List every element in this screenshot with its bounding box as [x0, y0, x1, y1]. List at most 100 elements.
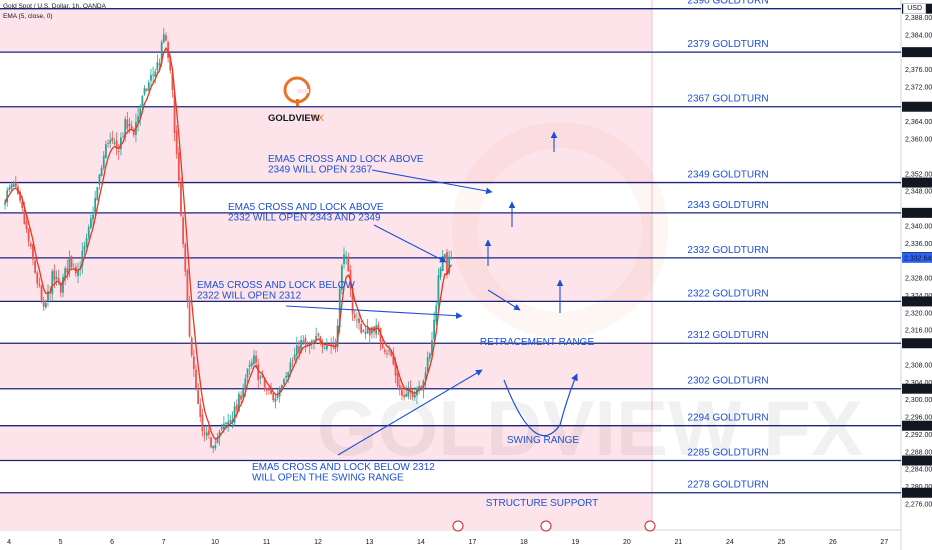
annotation-text: 2349 WILL OPEN 2367 — [268, 165, 373, 176]
currency-badge[interactable]: USD — [903, 3, 926, 14]
swing-range-label: SWING RANGE — [507, 435, 580, 446]
candle — [362, 329, 365, 333]
candle — [182, 214, 185, 248]
candle-body — [141, 96, 144, 108]
x-tick-label: 10 — [211, 539, 219, 546]
logo-g-stem — [296, 99, 299, 106]
candle — [19, 189, 21, 204]
candle — [220, 423, 223, 432]
candle-body — [250, 362, 253, 366]
candle — [14, 175, 17, 188]
candle-body — [175, 130, 178, 154]
candle-body — [381, 344, 384, 349]
x-tick-label: 5 — [59, 539, 63, 546]
x-tick-label: 17 — [469, 539, 477, 546]
price-tag-bg — [902, 207, 932, 218]
candle-body — [197, 390, 200, 405]
y-tick-label: 2,304.000 — [905, 380, 932, 387]
candle — [109, 132, 112, 149]
candle-body — [156, 62, 159, 71]
candle — [107, 139, 109, 148]
economic-event-marker — [644, 520, 656, 532]
candle-body — [115, 140, 118, 149]
candle — [214, 437, 217, 451]
candle — [225, 421, 227, 427]
candle-body — [216, 437, 219, 444]
candle — [386, 349, 388, 358]
candle-body — [441, 256, 444, 271]
candle-body — [295, 345, 298, 356]
candle-body — [358, 318, 360, 324]
y-tick-label: 2,348.000 — [905, 189, 932, 196]
candle-body — [53, 270, 56, 281]
annotation-text: EMA5 CROSS AND LOCK BELOW — [197, 280, 355, 291]
candle — [439, 266, 442, 281]
candle-body — [96, 186, 99, 200]
candle — [347, 252, 350, 272]
candle — [259, 374, 262, 385]
candle — [364, 326, 367, 340]
candle-body — [126, 119, 129, 129]
candle — [42, 296, 45, 312]
swing-curve-arrow — [503, 373, 578, 437]
candle-body — [124, 119, 127, 138]
candle-body — [386, 353, 388, 354]
candle-body — [235, 404, 238, 410]
candle-body — [446, 251, 448, 275]
price-tag-label: 2,302.522 — [904, 386, 932, 393]
pink-zone-3 — [0, 343, 652, 389]
candle — [302, 335, 305, 345]
candle — [197, 383, 200, 405]
candle-body — [14, 182, 17, 188]
y-tick-label: 2,336.000 — [905, 241, 932, 248]
x-tick-label: 13 — [366, 539, 374, 546]
level-label: 2312 GOLDTURN — [687, 330, 768, 341]
candle-body — [315, 335, 318, 341]
pink-zone-2 — [0, 212, 652, 302]
candle — [77, 262, 79, 284]
candle — [345, 250, 348, 265]
candle-body — [263, 377, 266, 388]
candle — [29, 241, 32, 249]
retracement-range-label: RETRACEMENT RANGE — [480, 337, 595, 348]
price-tag-label: 2,349.980 — [904, 180, 932, 187]
candle-body — [44, 302, 47, 308]
candle — [34, 258, 37, 275]
candle-body — [413, 394, 416, 398]
candle — [38, 277, 41, 288]
candle — [83, 241, 86, 256]
x-tick-label: 27 — [880, 539, 888, 546]
logo-g-gap — [297, 89, 309, 93]
candle — [173, 90, 176, 142]
candle — [418, 380, 421, 395]
annotation-text: EMA5 CROSS AND LOCK BELOW 2312 — [252, 462, 435, 473]
x-tick-label: 25 — [777, 539, 785, 546]
candle — [291, 357, 294, 368]
candle — [27, 227, 30, 247]
candle-body — [248, 364, 251, 367]
annotation-text: 2332 WILL OPEN 2343 AND 2349 — [228, 213, 381, 224]
candle-body — [287, 372, 290, 378]
symbol-title: Gold Spot / U.S. Dollar, 1h, OANDA — [3, 3, 106, 10]
candle — [139, 104, 142, 126]
candle-body — [437, 275, 440, 306]
candle — [143, 85, 146, 96]
candle-body — [130, 125, 133, 130]
candle — [98, 174, 101, 191]
price-tag-label: 2,332.645 — [904, 255, 932, 262]
candle-body — [302, 340, 305, 342]
price-tag-label: 2,294.006 — [904, 423, 932, 430]
candles-group — [4, 27, 453, 453]
candle-body — [29, 243, 32, 247]
candle-body — [203, 433, 206, 434]
candle-body — [448, 256, 451, 274]
candle — [117, 143, 120, 160]
candle — [368, 327, 371, 344]
candle-body — [107, 143, 109, 144]
candle-body — [6, 190, 9, 203]
candle — [47, 284, 49, 307]
candle-body — [150, 75, 152, 81]
candle-body — [87, 227, 90, 238]
